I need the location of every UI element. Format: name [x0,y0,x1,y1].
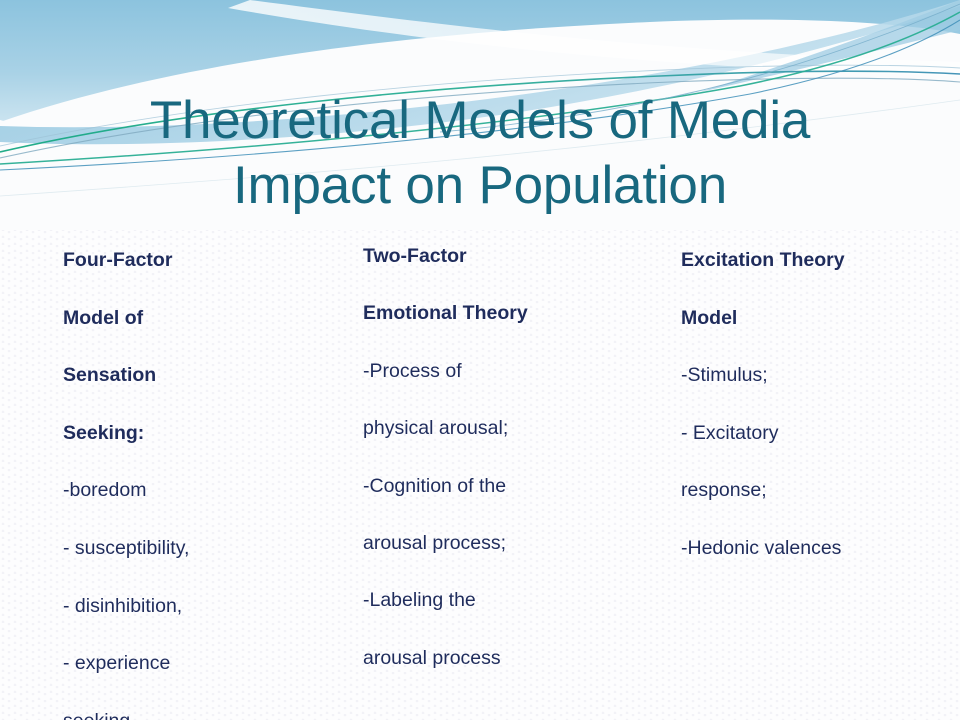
column-2-line-0: Excitation Theory [681,249,845,271]
column-1-line-0: Two-Factor [363,245,467,267]
column-1-line-5: arousal process; [363,531,507,554]
slide-title-line-2: Impact on Population [233,155,727,215]
content-column-four-factor-model: Four-Factor Model of Sensation Seeking: … [63,228,353,720]
column-0-line-0: Four-Factor [63,249,173,271]
content-columns: Four-Factor Model of Sensation Seeking: … [0,228,960,720]
column-0-line-4: -boredom [63,479,147,502]
column-1-line-3: physical arousal; [363,417,509,440]
column-2-line-5: -Hedonic valences [681,536,842,559]
column-0-line-5: - susceptibility, [63,536,190,559]
column-0-line-2: Sensation [63,364,157,387]
column-1-line-4: -Cognition of the [363,474,507,497]
column-2-line-2: -Stimulus; [681,364,768,387]
content-column-two-factor-emotional-theory: Two-Factor Emotional Theory -Process of … [363,228,663,687]
column-2-line-1: Model [681,306,738,329]
column-2-line-4: response; [681,479,767,502]
column-1-line-6: -Labeling the [363,589,476,612]
column-1-line-7: arousal process [363,646,501,669]
slide-title-line-1: Theoretical Models of Media [149,90,811,150]
slide-title: Theoretical Models of Media Impact on Po… [0,88,960,218]
content-column-excitation-theory-model: Excitation Theory Model -Stimulus; - Exc… [681,228,960,578]
column-0-line-6: - disinhibition, [63,594,183,617]
column-1-line-2: -Process of [363,359,462,382]
column-0-line-3: Seeking: [63,421,145,444]
column-1-line-1: Emotional Theory [363,302,528,325]
column-0-line-7: - experience [63,652,171,675]
column-0-line-1: Model of [63,306,144,329]
column-2-line-3: - Excitatory [681,421,779,444]
column-0-line-8: seeking [63,693,353,720]
